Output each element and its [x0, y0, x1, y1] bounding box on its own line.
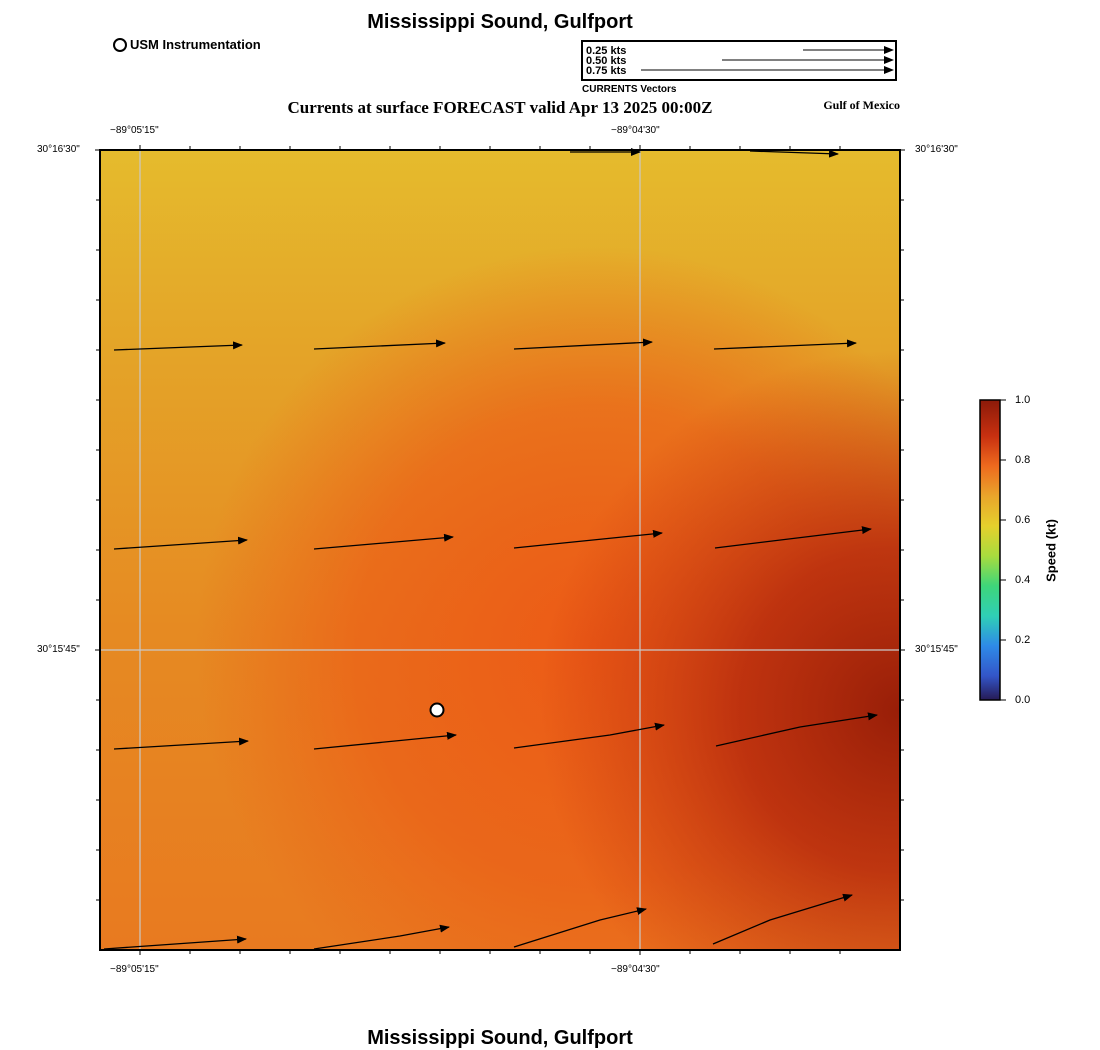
lat-label-right-mid: 30°15'45": [915, 644, 958, 655]
vector-legend-arrows: [641, 46, 894, 74]
current-vector: [113, 737, 249, 750]
colorbar-tick: 0.4: [1015, 574, 1031, 586]
lat-label-left-mid: 30°15'45": [37, 644, 80, 655]
current-vector: [715, 712, 878, 747]
colorbar-tick: 0.6: [1015, 514, 1031, 526]
current-vector: [749, 149, 839, 158]
current-vector: [513, 529, 663, 549]
current-vectors: [103, 148, 878, 950]
vector-legend-row: 0.50 kts: [586, 55, 627, 67]
instrument-marker-icon: [113, 37, 127, 52]
colorbar: [979, 399, 1006, 701]
current-vector: [313, 533, 454, 550]
lon-label-top-right: −89°04'30": [611, 125, 660, 136]
map-title: Mississippi Sound, Gulfport: [367, 11, 633, 33]
frame-ticks: [95, 145, 905, 955]
lon-label-bottom-right: −89°04'30": [611, 964, 660, 975]
speed-field: [100, 150, 900, 950]
graticule: [100, 150, 900, 950]
current-vector: [712, 893, 853, 945]
map-subtitle: Currents at surface FORECAST valid Apr 1…: [287, 98, 713, 117]
current-vector: [513, 722, 665, 749]
current-vector: [513, 907, 647, 948]
marker-legend: USM Instrumentation: [113, 37, 261, 52]
colorbar-tick: 1.0: [1015, 394, 1031, 406]
current-vector: [714, 526, 872, 549]
vector-legend-row: 0.75 kts: [586, 65, 627, 77]
current-vector: [513, 338, 653, 350]
region-label: Gulf of Mexico: [823, 98, 900, 112]
colorbar-scale: [979, 399, 1001, 701]
current-vector: [313, 339, 446, 350]
usm-instrument-marker[interactable]: [429, 702, 445, 718]
colorbar-tick: 0.8: [1015, 454, 1031, 466]
current-vector: [313, 924, 450, 950]
lon-label-bottom-left: −89°05'15": [110, 964, 159, 975]
current-vector: [103, 935, 247, 950]
colorbar-tick: 0.2: [1015, 634, 1031, 646]
lat-label-right-top: 30°16'30": [915, 144, 958, 155]
current-vector: [113, 341, 243, 351]
colorbar-label: Speed (kt): [1043, 519, 1059, 582]
colorbar-tick: 0.0: [1015, 694, 1031, 706]
lon-label-top-left: −89°05'15": [110, 125, 159, 136]
current-vector: [113, 536, 248, 550]
marker-legend-label: USM Instrumentation: [130, 37, 261, 52]
footer-title: Mississippi Sound, Gulfport: [367, 1027, 633, 1049]
current-vector: [313, 731, 457, 750]
current-vector: [713, 339, 857, 350]
lat-label-left-top: 30°16'30": [37, 144, 80, 155]
vector-legend-row: 0.25 kts: [586, 45, 627, 57]
vector-legend-title: CURRENTS Vectors: [582, 84, 677, 95]
